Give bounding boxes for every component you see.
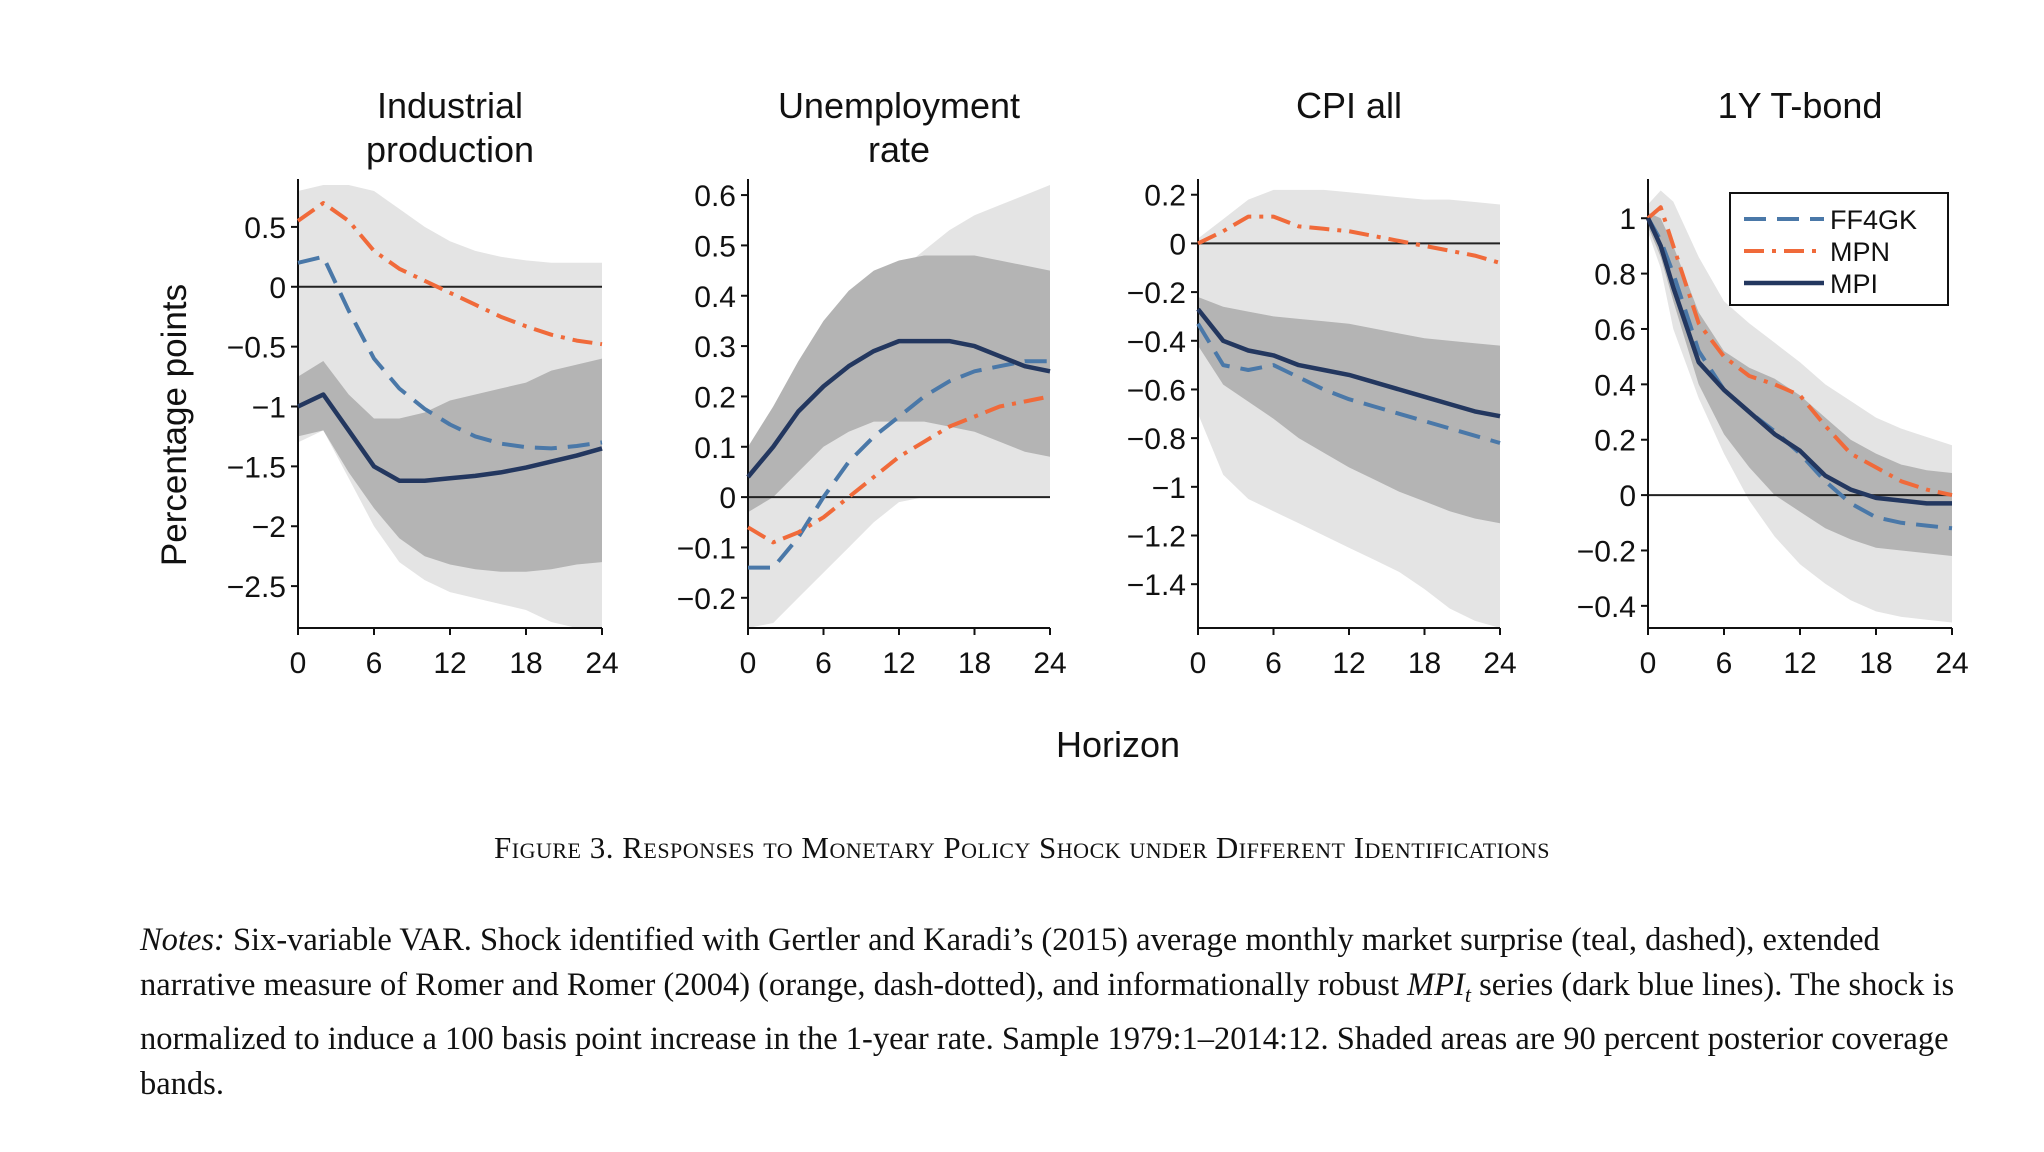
- panel-2-series-mpn: [746, 394, 1051, 545]
- panel-3-xtick-label: 24: [1483, 647, 1516, 680]
- legend-label-mpi: MPI: [1830, 269, 1878, 299]
- panel-2-ytick-label: 0.6: [694, 180, 736, 213]
- panel-2-xtick-label: 18: [958, 647, 991, 680]
- panel-4-ytick-label: −0.4: [1577, 591, 1636, 624]
- panel-4-series-mpn: [1646, 205, 1953, 498]
- panel-4-ytick-label: 1: [1619, 203, 1636, 236]
- panel-1-ytick-label: 0.5: [244, 212, 286, 245]
- panel-2-xtick-label: 24: [1033, 647, 1066, 680]
- panel-2-bands: [748, 185, 1050, 628]
- notes-lead: Notes:: [140, 922, 225, 958]
- panel-1-ytick-label: −2.5: [227, 571, 286, 604]
- panel-3-ytick-label: 0: [1169, 228, 1186, 261]
- panel-2-ytick-label: 0: [719, 482, 736, 515]
- panel-1-xtick-label: 0: [290, 647, 307, 680]
- panel-1-ytick-label: −2: [252, 511, 286, 544]
- panel-3-series-mpn: [1197, 214, 1501, 265]
- panel-1-xtick-label: 18: [509, 647, 542, 680]
- panel-2-ytick-label: 0.1: [694, 432, 736, 465]
- panel-2-xtick-label: 6: [815, 647, 832, 680]
- panel-2-ytick-label: −0.1: [677, 532, 736, 565]
- panel-3-xtick-label: 18: [1408, 647, 1441, 680]
- panel-4-bands: [1648, 190, 1952, 623]
- panel-3-title-line-1: CPI all: [1296, 85, 1402, 126]
- panel-4-ytick-label: 0.8: [1594, 259, 1636, 292]
- panel-1-ytick-label: 0: [269, 272, 286, 305]
- panel-3-ytick-label: −1: [1152, 472, 1186, 505]
- panel-3-series-mpi: [1196, 307, 1501, 419]
- panel-3-bands: [1198, 189, 1500, 628]
- figure-panels: Percentage points Horizon Industrialprod…: [155, 85, 1969, 765]
- panel-4-ytick-label: 0.4: [1594, 369, 1636, 402]
- panel-3-ytick-label: −1.4: [1127, 569, 1186, 602]
- notes-text-2: series (dark blue lines). The shock is n…: [140, 967, 1955, 1102]
- panel-4-series-mpi: [1645, 217, 1952, 506]
- panel-2-ytick-label: −0.2: [677, 583, 736, 616]
- panel-4-xtick-label: 0: [1640, 647, 1657, 680]
- notes-text-1: Six-variable VAR. Shock identified with …: [140, 922, 1880, 1003]
- panel-3-ytick-label: −0.2: [1127, 277, 1186, 310]
- y-axis-label: Percentage points: [155, 284, 194, 566]
- panel-2-ytick-label: 0.2: [694, 381, 736, 414]
- panel-3-xtick-label: 0: [1190, 647, 1207, 680]
- panel-1-xtick-label: 6: [366, 647, 383, 680]
- panel-3-ytick-label: −0.6: [1127, 374, 1186, 407]
- panel-1-title-line-2: production: [366, 129, 534, 170]
- panel-4-inner-band: [1648, 212, 1952, 556]
- x-axis-label: Horizon: [1056, 724, 1180, 765]
- panel-1-inner-band: [298, 358, 602, 572]
- panel-2-inner-band: [748, 255, 1050, 513]
- panel-2-title-line-1: Unemployment: [778, 85, 1020, 126]
- panel-2-ytick-label: 0.3: [694, 331, 736, 364]
- panel-1-ytick-label: −1: [252, 392, 286, 425]
- panel-4-xtick-label: 6: [1716, 647, 1733, 680]
- legend-box: [1729, 192, 1949, 306]
- panel-4-xtick-label: 18: [1859, 647, 1892, 680]
- figure-notes: Notes: Six-variable VAR. Shock identifie…: [140, 918, 1990, 1107]
- panel-1-xtick-label: 12: [433, 647, 466, 680]
- panel-2-ytick-label: 0.4: [694, 281, 736, 314]
- panel-3: CPI all 0.2 0 −0.2 −0.4 −0.6 −0.8 −1 −1.2 −1.4 0 6 1…: [1127, 85, 1517, 680]
- panel-4-ytick-label: −0.2: [1577, 535, 1636, 568]
- panel-2-series-mpi: [746, 338, 1051, 479]
- panel-3-ytick-label: −1.2: [1127, 521, 1186, 554]
- panel-3-series-ff4gk: [1196, 322, 1501, 445]
- panel-3-xtick-label: 12: [1332, 647, 1365, 680]
- panel-4-xtick-label: 24: [1935, 647, 1968, 680]
- panel-1-series-mpi: [297, 392, 603, 483]
- notes-mpi-subscript: t: [1464, 982, 1471, 1007]
- panel-3-xtick-label: 6: [1265, 647, 1282, 680]
- panel-4-ytick-label: 0.6: [1594, 314, 1636, 347]
- panel-4-ytick-label: 0.2: [1594, 425, 1636, 458]
- panel-1-ytick-label: −1.5: [227, 451, 286, 484]
- panel-1-xtick-label: 24: [585, 647, 618, 680]
- panel-1-series-mpn: [296, 201, 603, 347]
- panel-3-ytick-label: −0.4: [1127, 326, 1186, 359]
- panel-4-xtick-label: 12: [1783, 647, 1816, 680]
- panel-2-xtick-label: 0: [740, 647, 757, 680]
- panel-2-series-ff4gk: [748, 359, 1050, 570]
- panel-1-bands: [298, 185, 602, 628]
- panel-1-ytick-label: −0.5: [227, 332, 286, 365]
- panel-3-ytick-label: −0.8: [1127, 423, 1186, 456]
- legend-label-mpn: MPN: [1830, 237, 1890, 267]
- panel-1-series-ff4gk: [297, 254, 603, 451]
- panel-3-ytick-label: 0.2: [1144, 180, 1186, 213]
- panel-4-ytick-label: 0: [1619, 480, 1636, 513]
- figure-caption-title: Figure 3. Responses to Monetary Policy S…: [494, 830, 1550, 865]
- panel-2-ytick-label: 0.5: [694, 230, 736, 263]
- legend-label-ff4gk: FF4GK: [1830, 205, 1917, 235]
- panel-2-title-line-2: rate: [868, 129, 930, 170]
- notes-mpi: MPI: [1407, 967, 1465, 1003]
- panel-4-title-line-1: 1Y T-bond: [1718, 85, 1883, 126]
- panel-2-xtick-label: 12: [882, 647, 915, 680]
- panel-1-title-line-1: Industrial: [377, 85, 523, 126]
